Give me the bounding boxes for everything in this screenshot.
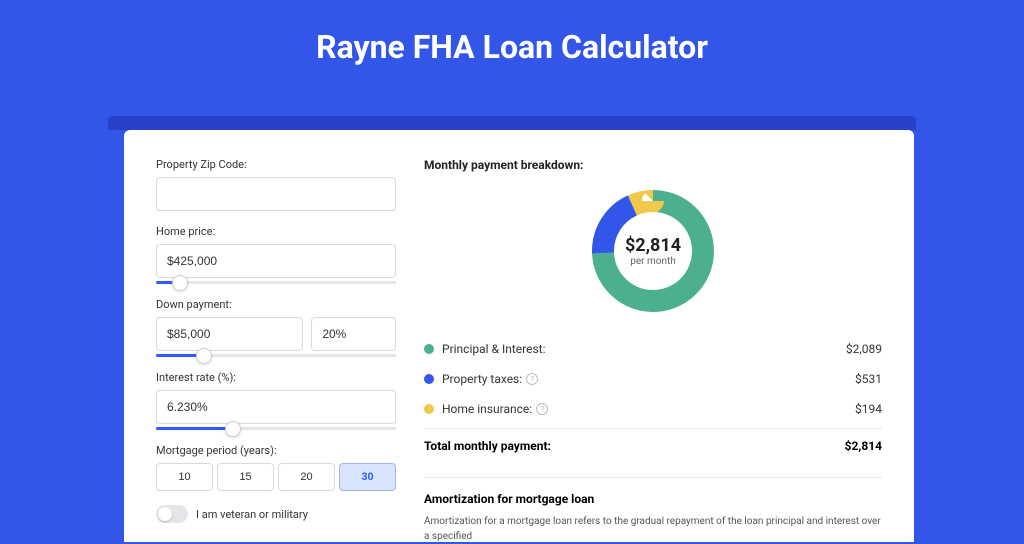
page-title: Rayne FHA Loan Calculator <box>0 0 1024 90</box>
breakdown-label: Principal & Interest: <box>442 342 846 356</box>
breakdown-rows: Principal & Interest:$2,089Property taxe… <box>424 334 882 424</box>
info-icon[interactable]: ? <box>526 373 538 385</box>
down-field-group: Down payment: <box>156 298 396 357</box>
down-pct-input[interactable] <box>311 317 396 351</box>
period-btn-10[interactable]: 10 <box>156 463 213 491</box>
breakdown-column: Monthly payment breakdown: $2,814 per mo… <box>424 158 882 542</box>
period-field-group: Mortgage period (years): 10152030 <box>156 444 396 491</box>
total-label: Total monthly payment: <box>424 439 551 453</box>
period-btn-30[interactable]: 30 <box>339 463 396 491</box>
rate-slider-thumb[interactable] <box>225 421 241 437</box>
price-field-group: Home price: <box>156 225 396 284</box>
rate-field-group: Interest rate (%): <box>156 371 396 430</box>
down-slider[interactable] <box>156 354 396 357</box>
zip-label: Property Zip Code: <box>156 158 396 171</box>
donut-center: $2,814 per month <box>588 186 718 316</box>
period-options: 10152030 <box>156 463 396 491</box>
amort-text: Amortization for a mortgage loan refers … <box>424 514 882 544</box>
period-btn-20[interactable]: 20 <box>278 463 335 491</box>
price-label: Home price: <box>156 225 396 238</box>
rate-input[interactable] <box>156 390 396 424</box>
price-slider-thumb[interactable] <box>172 275 188 291</box>
zip-input[interactable] <box>156 177 396 211</box>
calculator-card: Property Zip Code: Home price: Down paym… <box>124 130 914 542</box>
veteran-label: I am veteran or military <box>196 508 308 521</box>
down-slider-thumb[interactable] <box>196 348 212 364</box>
price-input[interactable] <box>156 244 396 278</box>
breakdown-label: Home insurance:? <box>442 402 855 416</box>
donut-amount: $2,814 <box>625 235 681 256</box>
rate-slider[interactable] <box>156 427 396 430</box>
price-slider[interactable] <box>156 281 396 284</box>
veteran-toggle[interactable] <box>156 505 188 523</box>
total-value: $2,814 <box>845 439 882 453</box>
down-label: Down payment: <box>156 298 396 311</box>
donut-chart: $2,814 per month <box>588 186 718 316</box>
breakdown-row: Property taxes:?$531 <box>424 364 882 394</box>
period-btn-15[interactable]: 15 <box>217 463 274 491</box>
zip-field-group: Property Zip Code: <box>156 158 396 211</box>
donut-chart-wrap: $2,814 per month <box>424 186 882 316</box>
info-icon[interactable]: ? <box>536 403 548 415</box>
breakdown-value: $194 <box>855 402 882 416</box>
rate-slider-fill <box>156 427 233 430</box>
total-row: Total monthly payment: $2,814 <box>424 428 882 467</box>
breakdown-value: $531 <box>855 372 882 386</box>
breakdown-value: $2,089 <box>846 342 882 356</box>
amort-title: Amortization for mortgage loan <box>424 477 882 506</box>
legend-dot <box>424 404 434 414</box>
breakdown-row: Principal & Interest:$2,089 <box>424 334 882 364</box>
breakdown-row: Home insurance:?$194 <box>424 394 882 424</box>
donut-sub: per month <box>630 256 676 267</box>
form-column: Property Zip Code: Home price: Down paym… <box>156 158 396 542</box>
legend-dot <box>424 344 434 354</box>
card-top-stripe <box>108 116 916 130</box>
breakdown-label: Property taxes:? <box>442 372 855 386</box>
down-amount-input[interactable] <box>156 317 303 351</box>
veteran-row: I am veteran or military <box>156 505 396 523</box>
veteran-toggle-knob <box>158 507 172 521</box>
breakdown-title: Monthly payment breakdown: <box>424 158 882 172</box>
period-label: Mortgage period (years): <box>156 444 396 457</box>
rate-label: Interest rate (%): <box>156 371 396 384</box>
legend-dot <box>424 374 434 384</box>
